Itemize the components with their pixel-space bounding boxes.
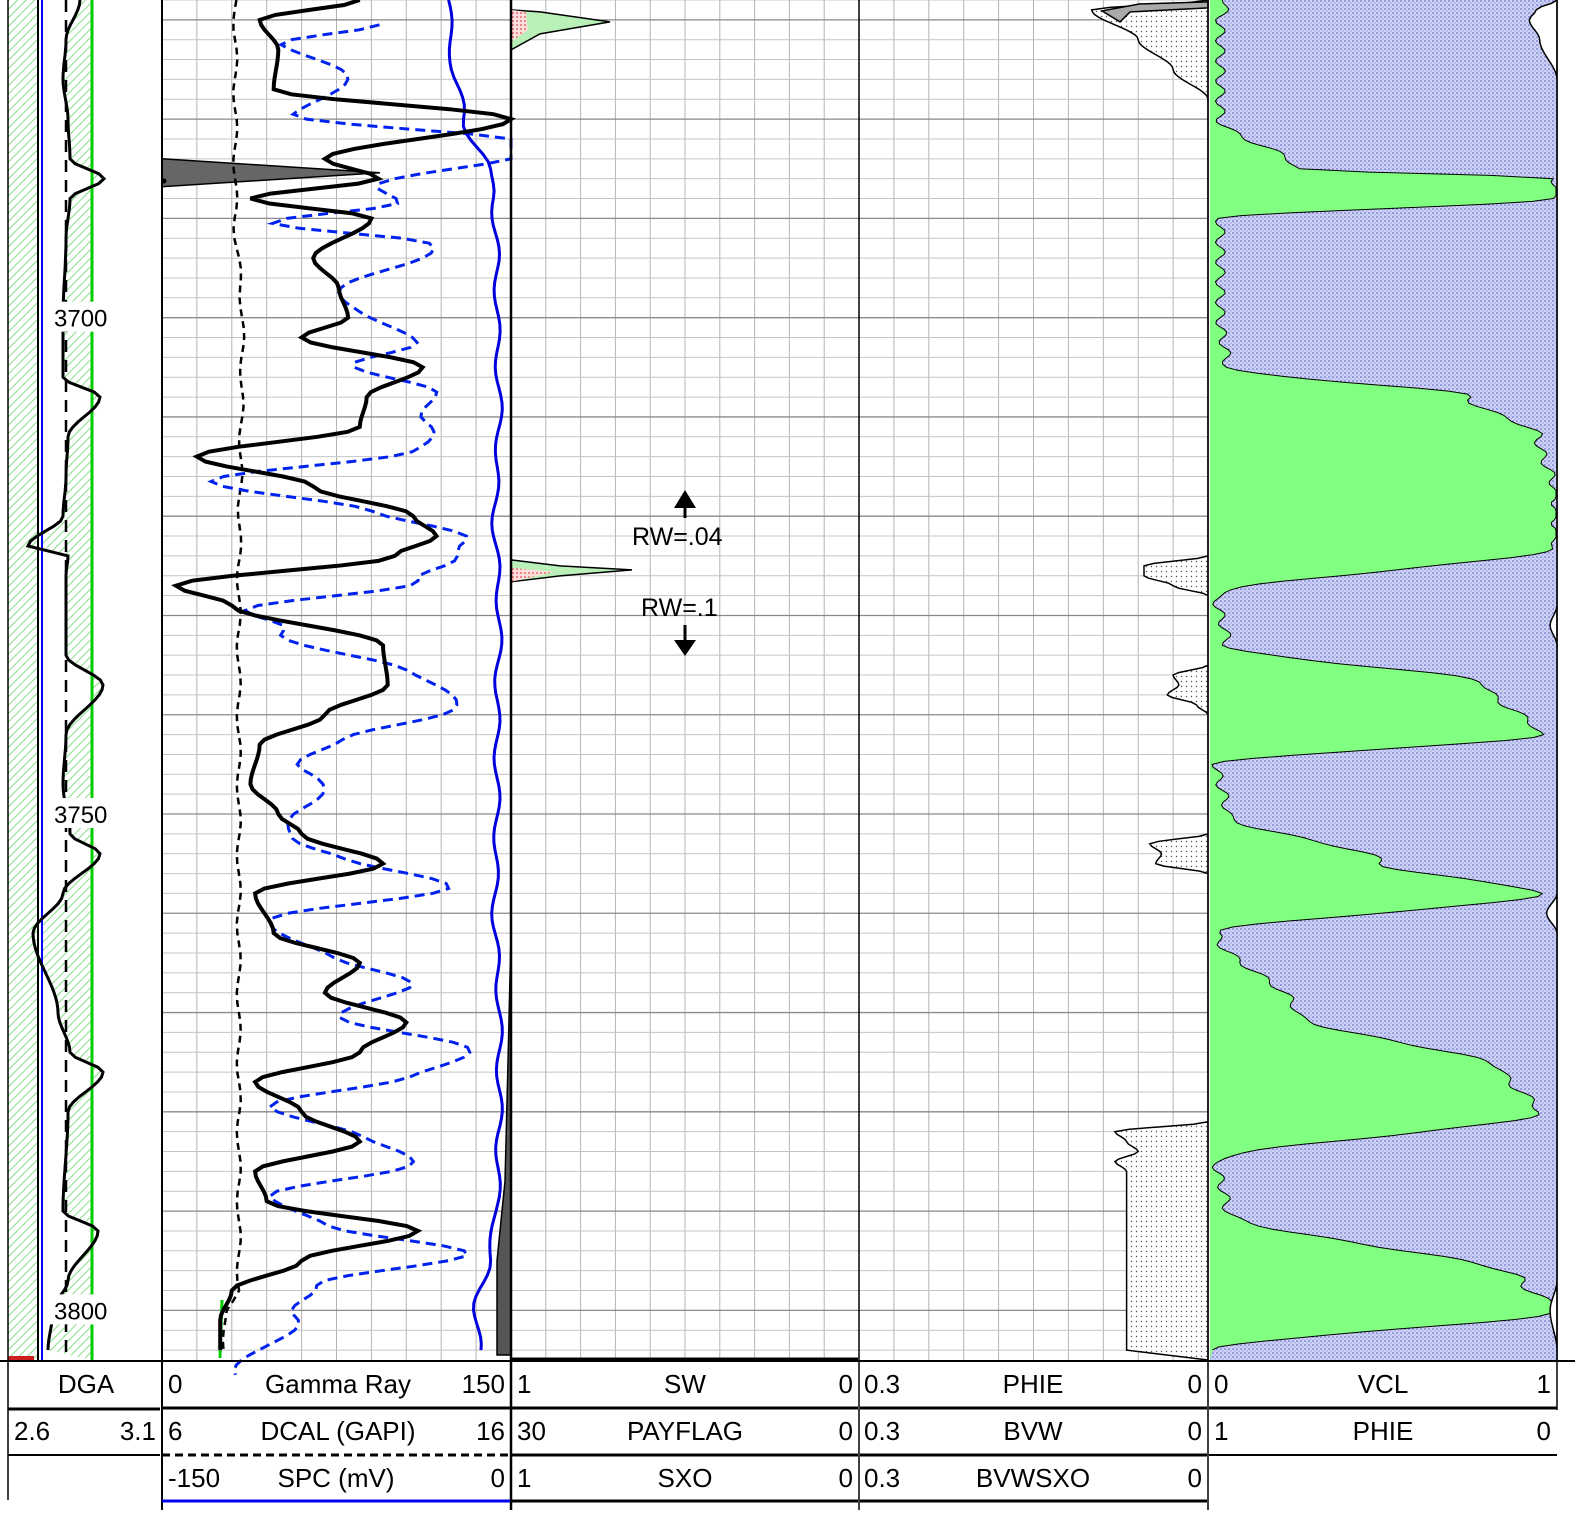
sxo-max: 0: [839, 1463, 853, 1493]
phie2-max: 0: [1537, 1416, 1551, 1446]
dcal-header: DCAL (GAPI): [260, 1416, 415, 1446]
dga-bottom-marker: [8, 1356, 34, 1362]
rw-04-arrow: [674, 490, 696, 518]
phie2-header: PHIE: [1353, 1416, 1414, 1446]
dga-hatch-left: [8, 0, 38, 1360]
bvwsxo-header: BVWSXO: [976, 1463, 1090, 1493]
sw-max: 0: [839, 1369, 853, 1399]
bvwsxo-max: 0: [1188, 1463, 1202, 1493]
spc-header: SPC (mV): [278, 1463, 395, 1493]
phie-header: PHIE: [1003, 1369, 1064, 1399]
grid-layer: [162, 0, 1208, 1360]
sw-header: SW: [664, 1369, 706, 1399]
sw-min: 1: [517, 1369, 531, 1399]
depth-labels: 3700 3750 3800: [50, 301, 120, 1325]
spc-dashed-curve: [207, 23, 513, 1376]
dcal-min: 6: [168, 1416, 182, 1446]
vcl-shale-fill: [1210, 0, 1556, 1360]
depth-label-bg: [50, 1294, 120, 1325]
gr-min: 0: [168, 1369, 182, 1399]
rw-04-label: RW=.04: [632, 523, 723, 551]
rw-1-label: RW=.1: [641, 594, 718, 622]
depth-label: 3800: [54, 1298, 107, 1325]
phie-fill-area: [1090, 0, 1209, 1361]
track-phie: [1090, 0, 1209, 1361]
spc-min: -150: [168, 1463, 220, 1493]
curve-header: DGA 2.6 3.1 0 Gamma Ray 150 6 DCAL (GAPI…: [0, 1360, 1575, 1503]
spc-max: 0: [491, 1463, 505, 1493]
depth-label: 3750: [54, 802, 107, 829]
payflag-max: 0: [839, 1416, 853, 1446]
vcl-max: 1: [1537, 1369, 1551, 1399]
dga-min: 2.6: [14, 1416, 50, 1446]
bvw-max: 0: [1188, 1416, 1202, 1446]
dga-curve: [25, 0, 107, 1351]
gr-spike-fill: [161, 157, 381, 188]
dcal-max: 16: [476, 1416, 505, 1446]
rw-1-arrow: [674, 625, 696, 656]
track-sw: RW=.04 RW=.1: [510, 9, 858, 1361]
track-dga: 3700 3750 3800: [8, 0, 120, 1362]
depth-label-bg: [50, 798, 120, 829]
dcal-curve: [221, 0, 246, 1351]
gr-header: Gamma Ray: [265, 1369, 411, 1399]
payflag-min: 30: [517, 1416, 546, 1446]
sw-spike-upper-pay: [511, 9, 528, 42]
vcl-curve: [1211, 0, 1557, 1351]
sw-spike-lower-pay: [511, 567, 555, 582]
bvwsxo-min: 0.3: [864, 1463, 900, 1493]
vcl-header: VCL: [1358, 1369, 1409, 1399]
dga-fill-area: [42, 0, 104, 1360]
track-vcl: [1210, 0, 1558, 1360]
dga-header: DGA: [58, 1369, 115, 1399]
payflag-header: PAYFLAG: [627, 1416, 743, 1446]
spc-curve: [447, 0, 504, 1351]
depth-label: 3700: [54, 306, 107, 333]
depth-label-bg: [50, 301, 120, 332]
dga-max: 3.1: [120, 1416, 156, 1446]
gamma-ray-curve: [171, 0, 516, 1351]
bvw-header: BVW: [1003, 1416, 1063, 1446]
track-borders: [7, 0, 1558, 1510]
bvw-min: 0.3: [864, 1416, 900, 1446]
phie2-min: 1: [1214, 1416, 1228, 1446]
gr-max: 150: [462, 1369, 505, 1399]
phie-max: 0: [1188, 1369, 1202, 1399]
sxo-header: SXO: [658, 1463, 713, 1493]
vcl-min: 0: [1214, 1369, 1228, 1399]
track2-edge-fill: [496, 933, 512, 1356]
track-gamma-ray: [161, 0, 516, 1376]
sxo-min: 1: [517, 1463, 531, 1493]
phie-min: 0.3: [864, 1369, 900, 1399]
